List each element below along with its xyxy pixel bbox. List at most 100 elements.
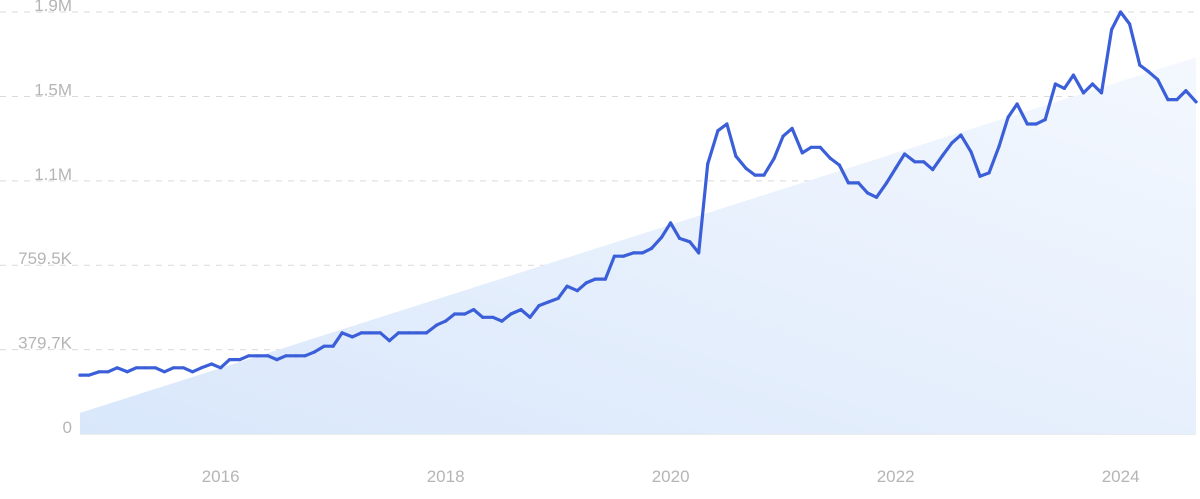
data-point [219, 366, 223, 370]
data-point [987, 171, 991, 175]
data-point [284, 354, 288, 358]
data-point [678, 236, 682, 240]
data-point [978, 174, 982, 178]
y-tick-label: 379.7K [18, 334, 73, 353]
data-point [1099, 91, 1104, 95]
data-point [1025, 122, 1029, 126]
data-point [950, 141, 954, 145]
data-point [247, 354, 251, 358]
data-point [856, 181, 861, 185]
data-point [660, 235, 664, 239]
data-point [997, 144, 1001, 148]
data-point [481, 315, 485, 319]
data-point [406, 331, 411, 335]
data-point [1119, 10, 1123, 14]
data-point [453, 312, 457, 316]
data-point [106, 370, 110, 374]
data-point [378, 331, 382, 335]
data-point [885, 181, 889, 185]
data-point [762, 173, 766, 177]
data-point [874, 195, 879, 199]
x-tick-label: 2018 [427, 467, 465, 486]
data-point [809, 145, 813, 149]
data-point [134, 366, 138, 370]
y-tick-label: 759.5K [18, 249, 73, 268]
data-point [1110, 28, 1114, 32]
data-point [509, 312, 513, 316]
trend-area-fill [80, 57, 1196, 434]
data-point [210, 362, 214, 366]
data-point [640, 251, 645, 255]
data-point [444, 319, 448, 323]
data-point [275, 358, 279, 362]
data-point [266, 354, 270, 358]
data-point [753, 173, 757, 177]
data-point [1194, 100, 1198, 104]
data-point [706, 162, 710, 166]
x-tick-label: 2024 [1102, 467, 1140, 486]
data-point [115, 366, 119, 370]
data-point [828, 156, 833, 160]
data-point [621, 254, 626, 258]
x-tick-label: 2022 [877, 467, 915, 486]
data-point [941, 153, 945, 157]
data-point [537, 304, 541, 308]
data-point [818, 145, 822, 149]
data-point [87, 373, 91, 377]
data-point [772, 156, 776, 160]
data-point [491, 315, 495, 319]
data-point [931, 168, 935, 172]
series [78, 10, 1198, 377]
data-point [575, 289, 579, 293]
data-point [228, 358, 232, 362]
data-point [1138, 63, 1142, 67]
data-point [865, 191, 870, 195]
data-point [190, 370, 195, 374]
data-point [1090, 82, 1095, 86]
data-point [969, 150, 973, 154]
data-point [435, 323, 439, 327]
data-point [837, 163, 842, 167]
data-point [1081, 91, 1086, 95]
data-point [1053, 82, 1057, 86]
data-point [322, 344, 326, 348]
data-point [312, 350, 316, 354]
series-line [78, 10, 1198, 377]
data-point [1015, 102, 1019, 106]
data-point [171, 366, 175, 370]
x-axis-ticks: 2016 2018 2020 2022 2024 [202, 467, 1140, 486]
data-point [294, 354, 298, 358]
data-point [415, 331, 420, 335]
y-axis-ticks: 0 379.7K 759.5K 1.1M 1.5M 1.9M [18, 0, 73, 437]
data-point [612, 254, 617, 258]
data-point [697, 251, 701, 255]
data-point [1006, 115, 1010, 119]
data-point [959, 133, 963, 137]
trend-area [80, 57, 1196, 434]
data-point [125, 370, 129, 374]
data-point [1166, 98, 1170, 102]
x-tick-label: 2020 [652, 467, 690, 486]
data-point [913, 160, 917, 164]
data-point [472, 308, 476, 312]
data-point [903, 152, 907, 156]
data-point [1184, 89, 1188, 93]
data-point [688, 240, 692, 244]
data-point [340, 331, 344, 335]
data-point [78, 373, 82, 377]
y-tick-label: 1.5M [34, 80, 72, 99]
data-point [463, 312, 467, 316]
data-point [143, 366, 147, 370]
data-point [396, 331, 400, 335]
data-point [1156, 78, 1160, 82]
data-point [199, 366, 204, 370]
data-point [528, 315, 532, 319]
data-point [547, 300, 551, 304]
data-point [238, 358, 242, 362]
data-point [359, 331, 363, 335]
data-point [368, 331, 372, 335]
data-point [500, 319, 504, 323]
data-point [734, 154, 738, 158]
y-tick-label: 1.1M [34, 165, 72, 184]
y-tick-label: 1.9M [34, 0, 72, 15]
